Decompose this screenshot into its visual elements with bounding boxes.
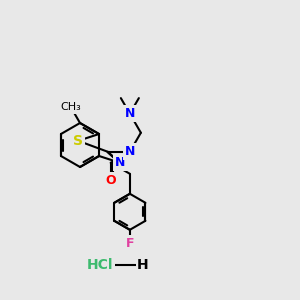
Text: O: O bbox=[106, 174, 116, 187]
Text: CH₃: CH₃ bbox=[61, 102, 81, 112]
Text: N: N bbox=[115, 156, 125, 169]
Text: HCl: HCl bbox=[87, 258, 113, 272]
Text: N: N bbox=[125, 145, 135, 158]
Text: H: H bbox=[137, 258, 149, 272]
Text: F: F bbox=[126, 237, 134, 250]
Text: N: N bbox=[125, 107, 135, 120]
Text: S: S bbox=[73, 134, 83, 148]
